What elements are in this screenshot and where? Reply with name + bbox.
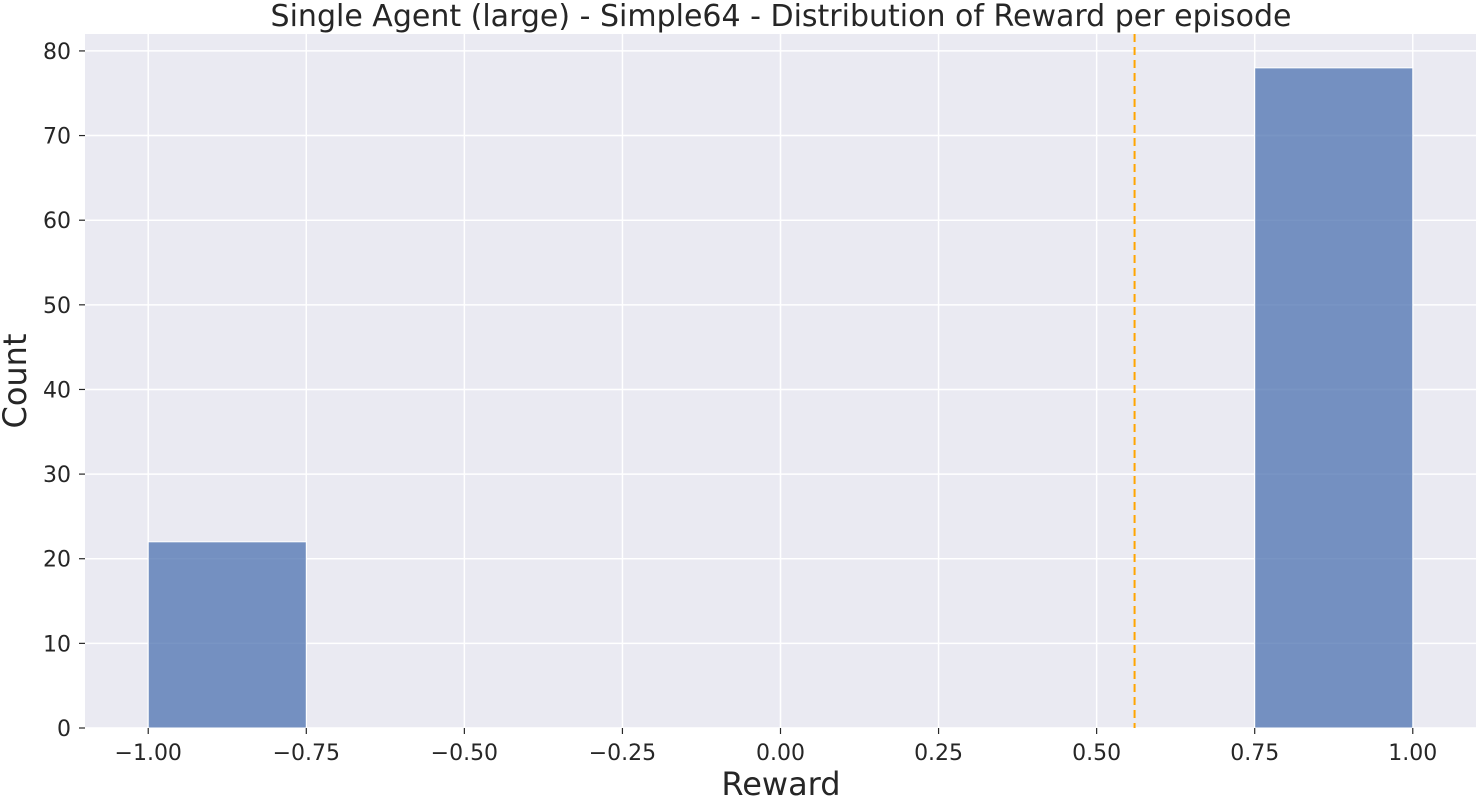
y-tick-label: 70 bbox=[43, 125, 71, 150]
x-tick-label: −0.50 bbox=[431, 741, 498, 766]
y-tick-label: 20 bbox=[43, 548, 71, 573]
y-tick-label: 60 bbox=[43, 209, 71, 234]
y-tick-label: 0 bbox=[57, 717, 71, 742]
x-tick-label: 0.00 bbox=[756, 741, 805, 766]
y-tick-label: 10 bbox=[43, 632, 71, 657]
chart-title: Single Agent (large) - Simple64 - Distri… bbox=[271, 0, 1292, 34]
y-tick-label: 80 bbox=[43, 40, 71, 65]
y-tick-label: 40 bbox=[43, 378, 71, 403]
x-tick-label: 0.75 bbox=[1230, 741, 1279, 766]
histogram-bar bbox=[1254, 67, 1414, 729]
x-tick-label: −0.75 bbox=[273, 741, 340, 766]
histogram-bar bbox=[147, 541, 307, 729]
x-tick-label: 0.25 bbox=[914, 741, 963, 766]
x-tick-label: −1.00 bbox=[115, 741, 182, 766]
y-tick-label: 50 bbox=[43, 294, 71, 319]
x-tick-label: 1.00 bbox=[1388, 741, 1437, 766]
y-tick-label: 30 bbox=[43, 463, 71, 488]
y-axis-ticks: 0 10 20 30 40 50 60 70 80 bbox=[43, 40, 85, 742]
x-tick-label: −0.25 bbox=[589, 741, 656, 766]
x-axis-ticks: −1.00 −0.75 −0.50 −0.25 0.00 0.25 0.50 0.75 1.00 bbox=[115, 728, 1437, 766]
y-axis-title: Count bbox=[0, 333, 34, 428]
x-axis-title: Reward bbox=[721, 765, 840, 803]
x-tick-label: 0.50 bbox=[1072, 741, 1121, 766]
histogram-bars bbox=[147, 67, 1414, 729]
